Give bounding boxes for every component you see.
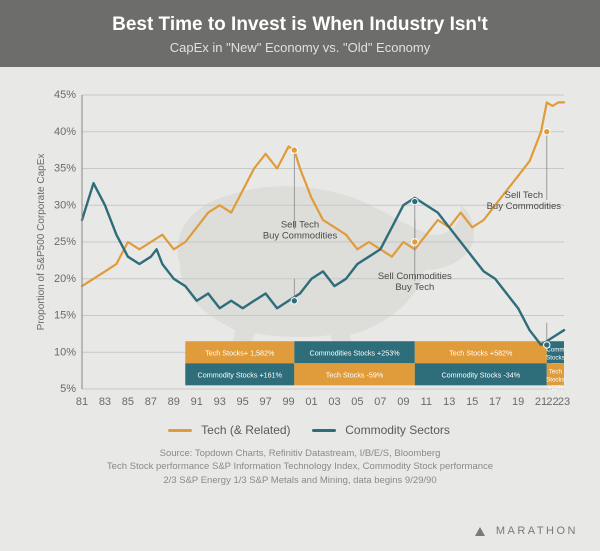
svg-text:05: 05 bbox=[351, 396, 363, 408]
source-line-1: Source: Topdown Charts, Refinitiv Datast… bbox=[0, 447, 600, 460]
svg-text:83: 83 bbox=[99, 396, 111, 408]
legend-swatch-tech bbox=[168, 429, 192, 432]
svg-text:Tech Stocks+ 1,582%: Tech Stocks+ 1,582% bbox=[205, 348, 275, 357]
brand-logo: MARATHON bbox=[475, 525, 578, 537]
svg-text:Commodity Stocks -34%: Commodity Stocks -34% bbox=[441, 370, 520, 379]
svg-text:40%: 40% bbox=[54, 126, 76, 138]
svg-text:85: 85 bbox=[122, 396, 134, 408]
line-chart: 5% 10% 15% 20% 25% 30% 35% 40% 45% Proportion of … bbox=[30, 85, 570, 415]
legend-swatch-commodity bbox=[312, 429, 336, 432]
svg-text:Sell Tech: Sell Tech bbox=[505, 190, 543, 201]
svg-text:15%: 15% bbox=[54, 310, 76, 322]
svg-text:35%: 35% bbox=[54, 163, 76, 175]
svg-text:07: 07 bbox=[374, 396, 386, 408]
svg-text:01: 01 bbox=[305, 396, 317, 408]
svg-text:87: 87 bbox=[145, 396, 157, 408]
legend-label-tech: Tech (& Related) bbox=[201, 423, 290, 437]
svg-text:22: 22 bbox=[546, 396, 558, 408]
svg-text:Stocks: Stocks bbox=[546, 354, 565, 361]
svg-text:20%: 20% bbox=[54, 273, 76, 285]
svg-text:Tech: Tech bbox=[549, 368, 563, 375]
svg-text:Buy Commodities: Buy Commodities bbox=[263, 230, 338, 241]
svg-text:Buy Commodities: Buy Commodities bbox=[487, 201, 562, 212]
brand-text: MARATHON bbox=[496, 525, 578, 537]
svg-text:13: 13 bbox=[443, 396, 455, 408]
svg-text:91: 91 bbox=[191, 396, 203, 408]
svg-text:81: 81 bbox=[76, 396, 88, 408]
svg-text:17: 17 bbox=[489, 396, 501, 408]
legend: Tech (& Related) Commodity Sectors bbox=[0, 423, 600, 437]
svg-text:10%: 10% bbox=[54, 346, 76, 358]
svg-text:21: 21 bbox=[535, 396, 547, 408]
svg-text:Commodities Stocks +253%: Commodities Stocks +253% bbox=[310, 348, 401, 357]
source-line-3: 2/3 S&P Energy 1/3 S&P Metals and Mining… bbox=[0, 474, 600, 487]
svg-text:Sell Commodities: Sell Commodities bbox=[378, 271, 452, 282]
svg-text:5%: 5% bbox=[60, 383, 76, 395]
svg-text:Tech Stocks -59%: Tech Stocks -59% bbox=[326, 370, 384, 379]
svg-text:89: 89 bbox=[168, 396, 180, 408]
svg-text:15: 15 bbox=[466, 396, 478, 408]
svg-text:09: 09 bbox=[397, 396, 409, 408]
svg-text:Proportion of S&P500 Corporate: Proportion of S&P500 Corporate CapEx bbox=[36, 154, 47, 331]
chart-title: Best Time to Invest is When Industry Isn… bbox=[0, 14, 600, 36]
svg-text:45%: 45% bbox=[54, 89, 76, 101]
svg-text:11: 11 bbox=[421, 396, 432, 408]
source-line-2: Tech Stock performance S&P Information T… bbox=[0, 460, 600, 473]
svg-text:+11%: +11% bbox=[548, 384, 564, 391]
source-text: Source: Topdown Charts, Refinitiv Datast… bbox=[0, 447, 600, 487]
chart-container: 5% 10% 15% 20% 25% 30% 35% 40% 45% Proportion of … bbox=[30, 85, 570, 415]
svg-text:03: 03 bbox=[328, 396, 340, 408]
svg-text:95: 95 bbox=[237, 396, 249, 408]
svg-text:19: 19 bbox=[512, 396, 524, 408]
svg-text:93: 93 bbox=[214, 396, 226, 408]
svg-text:Stocks: Stocks bbox=[546, 376, 565, 383]
svg-text:Sell Tech: Sell Tech bbox=[281, 219, 319, 230]
svg-text:Tech Stocks +582%: Tech Stocks +582% bbox=[449, 348, 513, 357]
svg-text:97: 97 bbox=[259, 396, 271, 408]
header: Best Time to Invest is When Industry Isn… bbox=[0, 0, 600, 67]
svg-text:25%: 25% bbox=[54, 236, 76, 248]
legend-label-commodity: Commodity Sectors bbox=[345, 423, 450, 437]
svg-text:99: 99 bbox=[282, 396, 294, 408]
svg-text:Commodity Stocks +161%: Commodity Stocks +161% bbox=[198, 370, 283, 379]
chart-subtitle: CapEx in "New" Economy vs. "Old" Economy bbox=[0, 40, 600, 55]
svg-text:Buy Tech: Buy Tech bbox=[395, 282, 434, 293]
svg-text:30%: 30% bbox=[54, 199, 76, 211]
svg-text:23: 23 bbox=[558, 396, 570, 408]
